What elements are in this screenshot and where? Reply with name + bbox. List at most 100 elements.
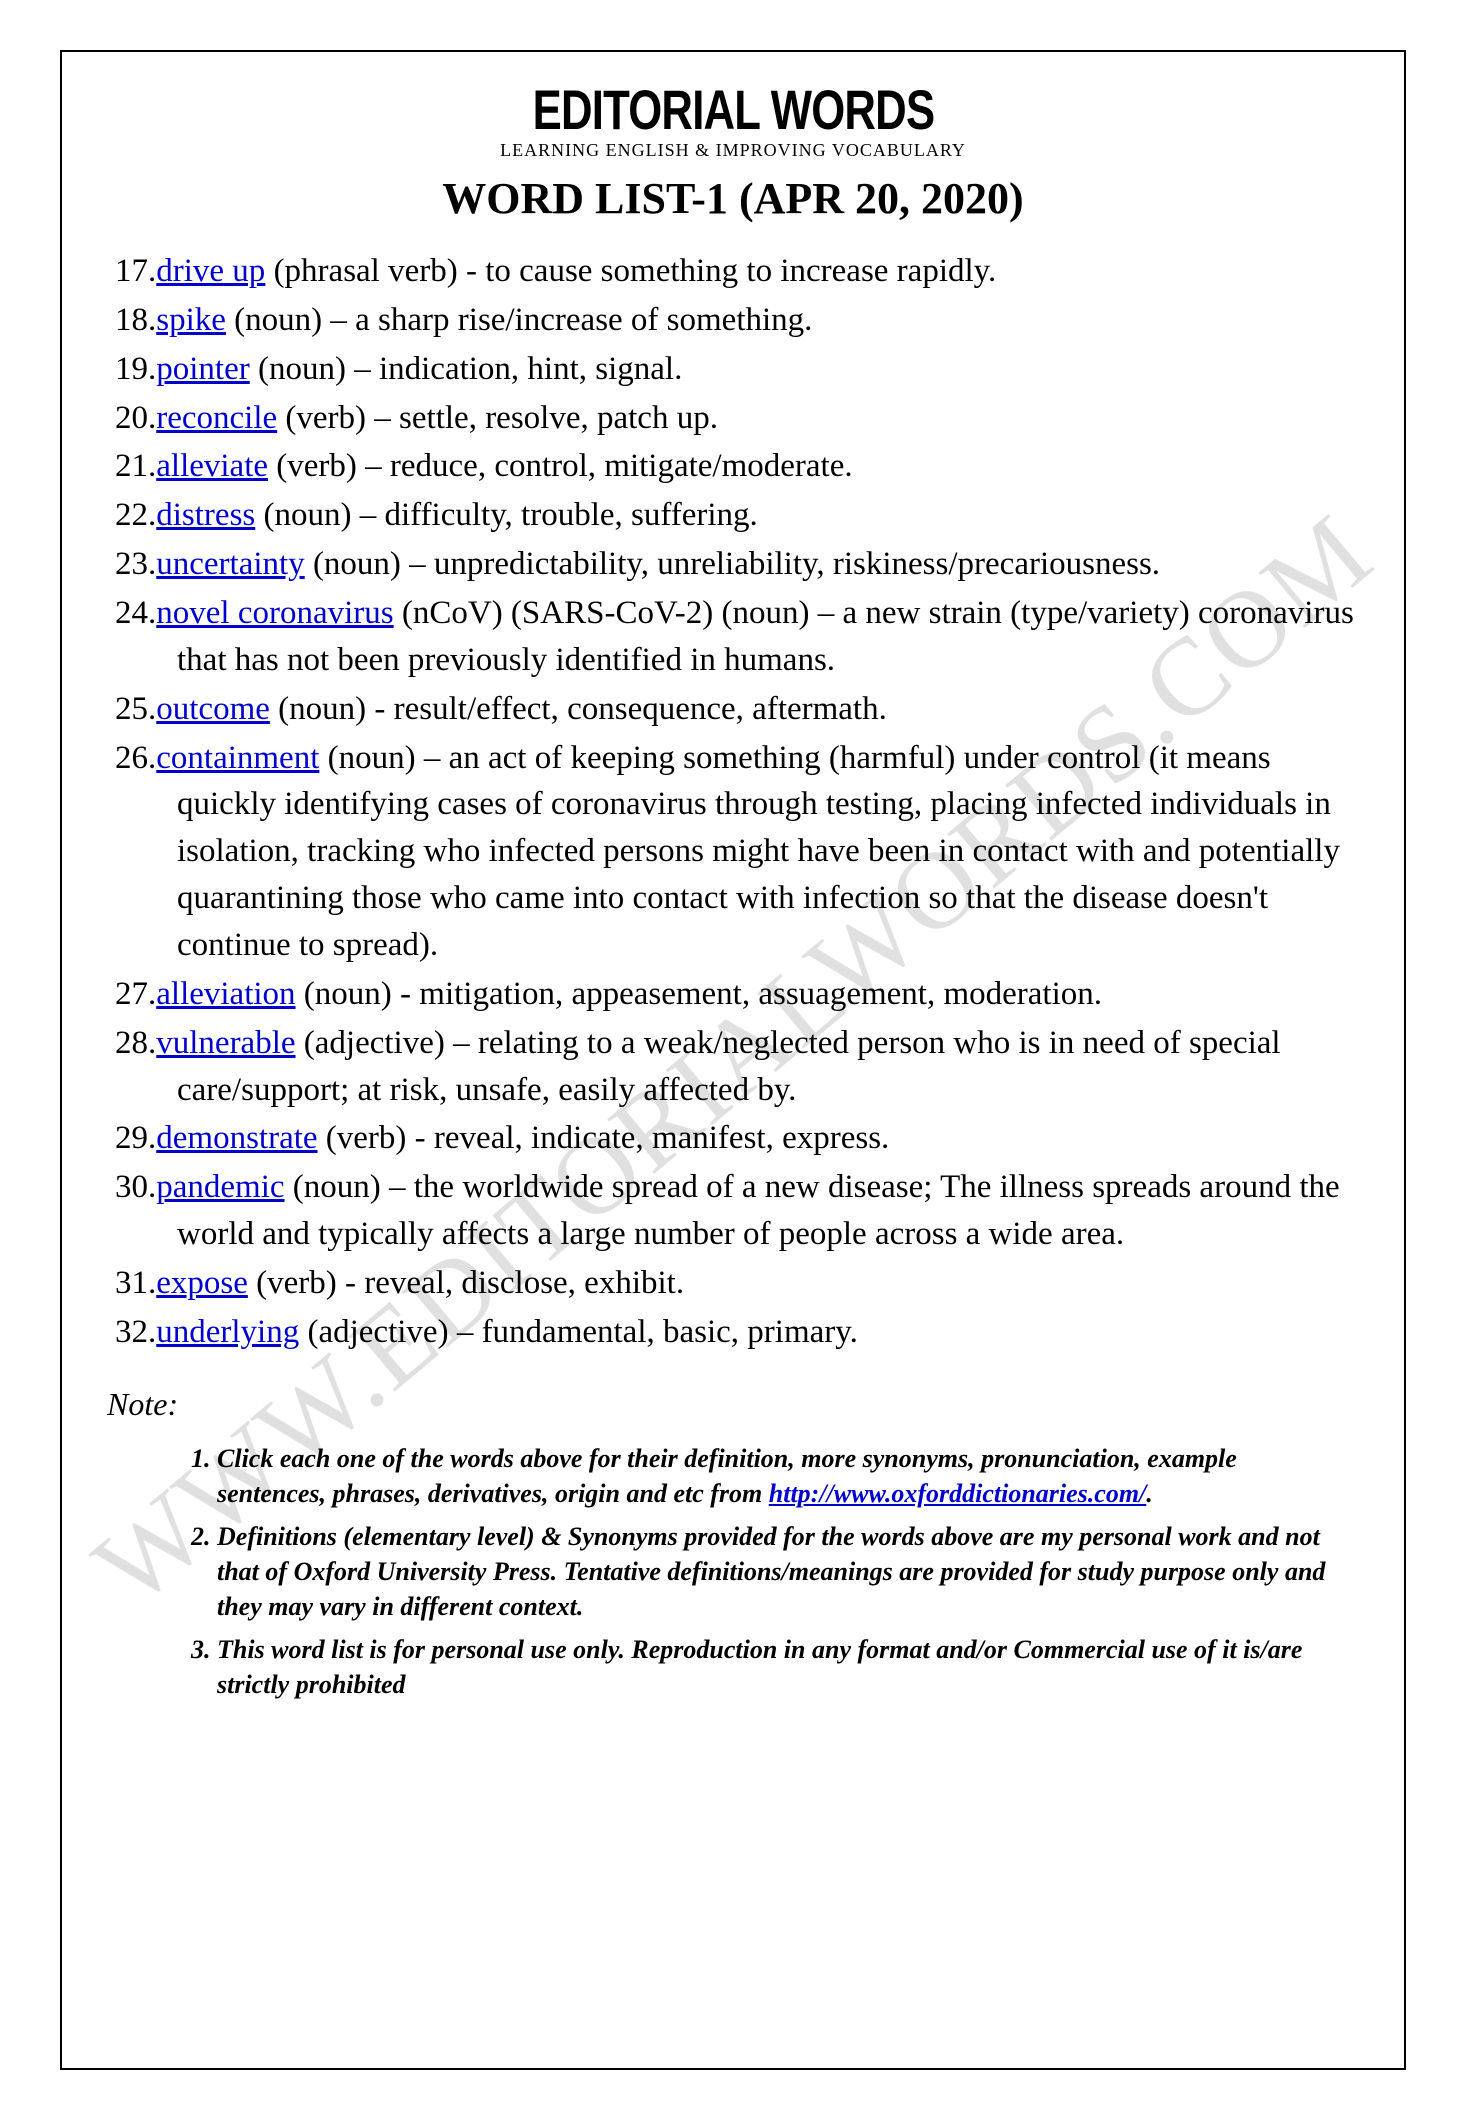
entry-term-link[interactable]: uncertainty xyxy=(156,546,304,582)
entry-separator: – xyxy=(366,400,399,436)
entry-term-link[interactable]: drive up xyxy=(156,253,265,289)
masthead-title: EDITORIAL WORDS xyxy=(532,82,934,138)
word-list: 17.drive up (phrasal verb) - to cause so… xyxy=(107,248,1359,1356)
word-entry: 24.novel coronavirus (nCoV) (SARS-CoV-2)… xyxy=(115,590,1359,684)
masthead: EDITORIAL WORDS LEARNING ENGLISH & IMPRO… xyxy=(107,82,1359,161)
entry-pos: (verb) xyxy=(285,400,366,436)
notes-list: Click each one of the words above for th… xyxy=(107,1441,1359,1703)
entry-definition: fundamental, basic, primary. xyxy=(482,1314,858,1350)
entry-definition: unpredictability, unreliability, riskine… xyxy=(434,546,1160,582)
entry-number: 28. xyxy=(115,1025,156,1061)
entry-separator: – xyxy=(401,546,434,582)
word-entry: 26.containment (noun) – an act of keepin… xyxy=(115,735,1359,969)
entry-pos: (noun) xyxy=(278,691,366,727)
entry-term-link[interactable]: expose xyxy=(156,1265,248,1301)
entry-term-link[interactable]: alleviation xyxy=(156,976,295,1012)
note-text: This word list is for personal use only.… xyxy=(217,1635,1302,1699)
note-link[interactable]: http://www.oxforddictionaries.com/ xyxy=(769,1479,1147,1508)
entry-separator: – xyxy=(322,302,355,338)
entry-number: 31. xyxy=(115,1265,156,1301)
entry-definition: mitigation, appeasement, assuagement, mo… xyxy=(419,976,1102,1012)
word-entry: 17.drive up (phrasal verb) - to cause so… xyxy=(115,248,1359,295)
word-entry: 31.expose (verb) - reveal, disclose, exh… xyxy=(115,1260,1359,1307)
entry-separator: - xyxy=(406,1120,434,1156)
entry-number: 30. xyxy=(115,1169,156,1205)
entry-term-link[interactable]: alleviate xyxy=(156,448,268,484)
content: EDITORIAL WORDS LEARNING ENGLISH & IMPRO… xyxy=(107,82,1359,1702)
entry-definition: reduce, control, mitigate/moderate. xyxy=(390,448,853,484)
word-entry: 30.pandemic (noun) – the worldwide sprea… xyxy=(115,1164,1359,1258)
entry-number: 19. xyxy=(115,351,156,387)
entry-definition: reveal, disclose, exhibit. xyxy=(364,1265,684,1301)
entry-definition: to cause something to increase rapidly. xyxy=(485,253,996,289)
entry-number: 22. xyxy=(115,497,156,533)
entry-number: 29. xyxy=(115,1120,156,1156)
entry-number: 21. xyxy=(115,448,156,484)
page: WWW.EDITORIALWORDS.COM EDITORIAL WORDS L… xyxy=(0,0,1466,2120)
word-entry: 28.vulnerable (adjective) – relating to … xyxy=(115,1020,1359,1114)
note-label: Note: xyxy=(107,1386,1359,1423)
note-text-post: . xyxy=(1146,1479,1153,1508)
entry-definition: a sharp rise/increase of something. xyxy=(355,302,812,338)
entry-term-link[interactable]: reconcile xyxy=(156,400,277,436)
entry-separator: – xyxy=(445,1025,478,1061)
entry-pos: (verb) xyxy=(276,448,357,484)
word-entry: 32.underlying (adjective) – fundamental,… xyxy=(115,1309,1359,1356)
entry-number: 23. xyxy=(115,546,156,582)
entry-separator: – xyxy=(809,595,842,631)
word-entry: 25.outcome (noun) - result/effect, conse… xyxy=(115,686,1359,733)
entry-separator: - xyxy=(392,976,420,1012)
entry-separator: - xyxy=(366,691,394,727)
entry-term-link[interactable]: pandemic xyxy=(156,1169,284,1205)
entry-term-link[interactable]: vulnerable xyxy=(156,1025,295,1061)
entry-pos: (noun) xyxy=(264,497,352,533)
note-text: Definitions (elementary level) & Synonym… xyxy=(217,1522,1325,1621)
entry-pos: (adjective) xyxy=(307,1314,448,1350)
entry-definition: indication, hint, signal. xyxy=(379,351,682,387)
page-title: WORD LIST-1 (APR 20, 2020) xyxy=(107,173,1359,224)
entry-term-link[interactable]: demonstrate xyxy=(156,1120,317,1156)
content-border: WWW.EDITORIALWORDS.COM EDITORIAL WORDS L… xyxy=(60,50,1406,2070)
entry-pos: (phrasal verb) xyxy=(274,253,458,289)
entry-pos: (nCoV) (SARS-CoV-2) (noun) xyxy=(402,595,810,631)
entry-pos: (noun) xyxy=(313,546,401,582)
entry-pos: (verb) xyxy=(256,1265,337,1301)
entry-term-link[interactable]: outcome xyxy=(156,691,270,727)
word-entry: 21.alleviate (verb) – reduce, control, m… xyxy=(115,443,1359,490)
word-entry: 23.uncertainty (noun) – unpredictability… xyxy=(115,541,1359,588)
word-entry: 20.reconcile (verb) – settle, resolve, p… xyxy=(115,395,1359,442)
entry-separator: – xyxy=(416,740,449,776)
entry-pos: (noun) xyxy=(293,1169,381,1205)
entry-term-link[interactable]: containment xyxy=(156,740,319,776)
entry-term-link[interactable]: distress xyxy=(156,497,255,533)
entry-number: 24. xyxy=(115,595,156,631)
entry-number: 25. xyxy=(115,691,156,727)
word-entry: 22.distress (noun) – difficulty, trouble… xyxy=(115,492,1359,539)
entry-term-link[interactable]: novel coronavirus xyxy=(156,595,393,631)
entry-separator: – xyxy=(357,448,390,484)
entry-separator: – xyxy=(449,1314,482,1350)
entry-number: 26. xyxy=(115,740,156,776)
entry-number: 17. xyxy=(115,253,156,289)
masthead-subtitle: LEARNING ENGLISH & IMPROVING VOCABULARY xyxy=(107,140,1359,161)
entry-term-link[interactable]: underlying xyxy=(156,1314,299,1350)
entry-term-link[interactable]: spike xyxy=(156,302,226,338)
word-entry: 19.pointer (noun) – indication, hint, si… xyxy=(115,346,1359,393)
entry-definition: reveal, indicate, manifest, express. xyxy=(434,1120,889,1156)
entry-number: 20. xyxy=(115,400,156,436)
entry-definition: difficulty, trouble, suffering. xyxy=(384,497,757,533)
entry-separator: – xyxy=(381,1169,414,1205)
entry-number: 32. xyxy=(115,1314,156,1350)
entry-pos: (noun) xyxy=(258,351,346,387)
entry-pos: (adjective) xyxy=(304,1025,445,1061)
entry-term-link[interactable]: pointer xyxy=(156,351,249,387)
word-entry: 18.spike (noun) – a sharp rise/increase … xyxy=(115,297,1359,344)
entry-pos: (noun) xyxy=(304,976,392,1012)
entry-separator: – xyxy=(351,497,384,533)
note-item: Definitions (elementary level) & Synonym… xyxy=(217,1519,1349,1624)
word-entry: 27.alleviation (noun) - mitigation, appe… xyxy=(115,971,1359,1018)
note-item: This word list is for personal use only.… xyxy=(217,1632,1349,1702)
note-item: Click each one of the words above for th… xyxy=(217,1441,1349,1511)
entry-number: 27. xyxy=(115,976,156,1012)
entry-separator: - xyxy=(458,253,486,289)
